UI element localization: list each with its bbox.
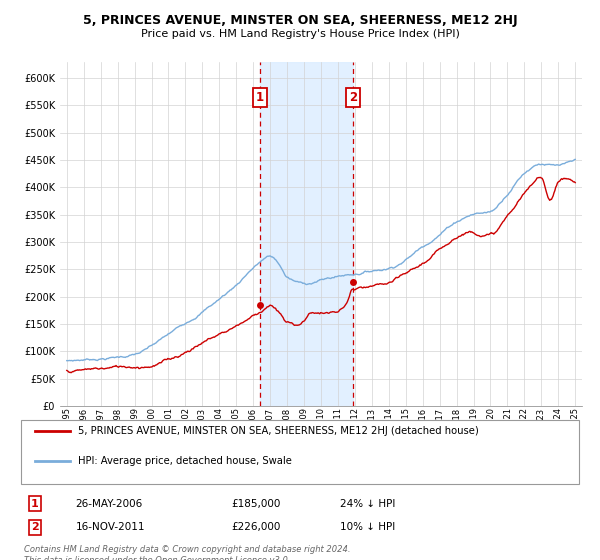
Bar [260,62,353,406]
Text: 5, PRINCES AVENUE, MINSTER ON SEA, SHEERNESS, ME12 2HJ: 5, PRINCES AVENUE, MINSTER ON SEA, SHEER… [83,14,517,27]
Text: 2: 2 [349,91,357,104]
Text: £185,000: £185,000 [231,498,280,508]
Text: £226,000: £226,000 [231,522,280,533]
Text: 16-NOV-2011: 16-NOV-2011 [76,522,145,533]
Text: 10% ↓ HPI: 10% ↓ HPI [340,522,395,533]
FancyBboxPatch shape [20,420,580,484]
Text: 1: 1 [256,91,264,104]
Text: 2: 2 [31,522,39,533]
Text: Price paid vs. HM Land Registry's House Price Index (HPI): Price paid vs. HM Land Registry's House … [140,29,460,39]
Text: 5, PRINCES AVENUE, MINSTER ON SEA, SHEERNESS, ME12 2HJ (detached house): 5, PRINCES AVENUE, MINSTER ON SEA, SHEER… [78,426,479,436]
Text: 26-MAY-2006: 26-MAY-2006 [76,498,143,508]
Text: 24% ↓ HPI: 24% ↓ HPI [340,498,395,508]
Text: HPI: Average price, detached house, Swale: HPI: Average price, detached house, Swal… [78,456,292,465]
Text: Contains HM Land Registry data © Crown copyright and database right 2024.
This d: Contains HM Land Registry data © Crown c… [23,545,350,560]
Text: 1: 1 [31,498,39,508]
